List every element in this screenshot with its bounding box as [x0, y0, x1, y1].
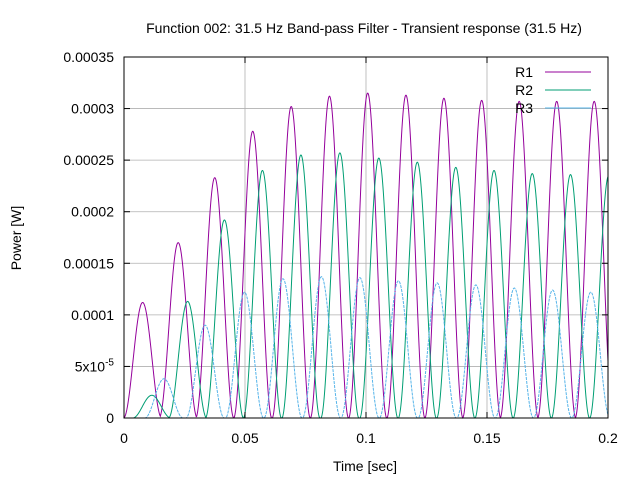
series-line-r3 [124, 276, 609, 419]
y-tick-label: 0.00025 [63, 152, 114, 168]
x-tick-label: 0 [120, 430, 128, 446]
chart-title: Function 002: 31.5 Hz Band-pass Filter -… [146, 20, 582, 36]
legend-label-r2: R2 [515, 82, 533, 98]
y-tick-label: 0.0003 [71, 101, 114, 117]
x-tick-label: 0.2 [598, 430, 618, 446]
series-line-r1 [123, 92, 609, 419]
x-tick-label: 0.05 [231, 430, 258, 446]
x-tick-label: 0.15 [473, 430, 500, 446]
x-tick-label: 0.1 [356, 430, 376, 446]
legend: R1 R2 R3 [515, 64, 591, 116]
y-tick-label: 0.0002 [71, 204, 114, 220]
y-tick-label: 0.00035 [63, 49, 114, 65]
y-tick-label: 0.0001 [71, 307, 114, 323]
ticks: 0 5x10-5 0.0001 0.00015 0.0002 0.00025 0.0003 0… [63, 49, 618, 446]
y-tick-label: 0.00015 [63, 255, 114, 271]
legend-label-r3: R3 [515, 100, 533, 116]
legend-label-r1: R1 [515, 64, 533, 80]
y-tick-label: 5x10-5 [75, 357, 115, 374]
y-tick-label: 0 [106, 410, 114, 426]
y-axis-label: Power [W] [8, 206, 24, 271]
series-group [123, 92, 609, 419]
series-line-r2 [124, 152, 609, 419]
x-axis-label: Time [sec] [333, 458, 397, 474]
